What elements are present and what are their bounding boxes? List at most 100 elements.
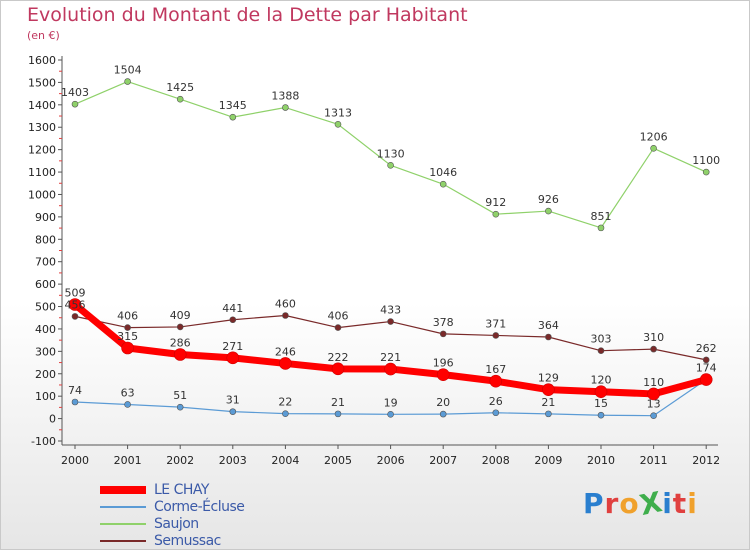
legend-label: Semussac <box>154 532 221 549</box>
data-label-le-chay: 196 <box>433 357 454 370</box>
data-point-semussac <box>229 316 237 324</box>
data-point-corme-cluse <box>334 410 342 418</box>
data-point-corme-cluse <box>650 412 657 419</box>
x-tick-label: 2003 <box>219 454 247 467</box>
y-tick-label: 700 <box>35 256 56 269</box>
x-tick-label: 2009 <box>534 454 562 467</box>
legend-item-corme-cluse: Corme-Écluse <box>100 498 245 515</box>
data-point-le-chay <box>436 368 450 381</box>
data-point-corme-cluse <box>439 410 447 418</box>
data-point-semussac <box>545 333 552 341</box>
data-point-saujon <box>650 145 657 152</box>
y-tick-label: 400 <box>35 323 56 336</box>
data-label-le-chay: 110 <box>643 376 664 389</box>
y-tick-label: 100 <box>35 390 56 403</box>
data-label-saujon: 912 <box>485 196 506 209</box>
data-point-le-chay <box>279 357 292 370</box>
y-tick-label: 300 <box>35 345 56 358</box>
legend: LE CHAY Corme-Écluse Saujon Semussac <box>100 481 245 549</box>
data-point-semussac <box>334 324 342 331</box>
y-tick-label: 1200 <box>28 144 56 157</box>
y-tick-label: 600 <box>35 278 56 291</box>
data-point-semussac <box>597 347 605 354</box>
y-tick-label: 1000 <box>28 188 56 201</box>
x-tick-label: 2001 <box>114 454 142 467</box>
data-label-semussac: 456 <box>65 298 86 311</box>
data-label-semussac: 406 <box>328 310 349 323</box>
data-point-saujon <box>439 180 447 188</box>
data-point-saujon <box>282 104 289 111</box>
data-label-corme-cluse: 26 <box>489 395 503 408</box>
x-tick-label: 2012 <box>692 454 720 467</box>
data-label-le-chay: 246 <box>275 345 296 358</box>
data-label-corme-cluse: 13 <box>647 398 661 411</box>
x-tick-label: 2007 <box>429 454 457 467</box>
legend-label: LE CHAY <box>154 481 209 498</box>
data-point-corme-cluse <box>71 398 79 406</box>
data-point-semussac <box>650 345 657 353</box>
data-point-saujon <box>492 210 500 218</box>
legend-item-le-chay: LE CHAY <box>100 481 244 498</box>
y-tick-label: 1400 <box>28 99 56 112</box>
data-label-semussac: 441 <box>222 302 243 315</box>
x-tick-label: 2004 <box>271 454 299 467</box>
x-tick-label: 2011 <box>640 454 668 467</box>
data-label-le-chay: 129 <box>538 372 559 385</box>
data-point-le-chay <box>68 298 82 311</box>
data-point-semussac <box>71 313 79 320</box>
data-label-corme-cluse: 31 <box>226 394 240 407</box>
data-point-semussac <box>282 312 289 319</box>
data-point-corme-cluse <box>545 410 552 418</box>
data-label-le-chay: 271 <box>222 340 243 353</box>
x-tick-label: 2006 <box>377 454 405 467</box>
data-label-le-chay: 221 <box>380 351 401 364</box>
data-label-le-chay: 315 <box>117 330 138 343</box>
data-label-saujon: 1403 <box>61 86 89 99</box>
data-label-corme-cluse: 63 <box>121 386 135 399</box>
data-label-semussac: 303 <box>591 333 612 346</box>
proxiti-logo: ProXiti <box>583 485 698 522</box>
data-label-saujon: 1100 <box>692 154 720 167</box>
data-point-le-chay <box>384 362 397 376</box>
data-label-corme-cluse: 74 <box>68 384 82 397</box>
data-label-corme-cluse: 20 <box>436 396 450 409</box>
y-tick-label: -100 <box>31 435 56 448</box>
y-tick-label: 1300 <box>28 121 56 134</box>
y-tick-label: 900 <box>35 211 56 224</box>
legend-item-saujon: Saujon <box>100 515 244 532</box>
data-label-corme-cluse: 51 <box>173 389 187 402</box>
data-point-le-chay <box>542 383 555 396</box>
data-label-semussac: 433 <box>380 304 401 317</box>
data-label-saujon: 1313 <box>324 106 352 119</box>
x-tick-label: 2005 <box>324 454 352 467</box>
data-point-saujon <box>71 100 79 108</box>
legend-swatch <box>100 505 146 508</box>
data-label-le-chay: 120 <box>591 374 612 387</box>
x-tick-label: 2010 <box>587 454 615 467</box>
axes: -100 0 100 200 300 400 500 600 700 800 900 1000 1100… <box>28 54 720 467</box>
data-point-semussac <box>702 356 710 364</box>
data-label-saujon: 1130 <box>377 147 405 160</box>
data-label-saujon: 1504 <box>114 64 142 77</box>
data-point-semussac <box>387 318 394 325</box>
data-point-saujon <box>702 168 710 176</box>
data-label-semussac: 262 <box>696 342 717 355</box>
data-point-semussac <box>124 324 131 331</box>
data-labels: 509 315 286 271 246 222 221 196 167 129 120 110 174 7… <box>61 64 720 411</box>
data-point-le-chay <box>331 362 345 376</box>
legend-label: Corme-Écluse <box>154 498 245 515</box>
data-label-le-chay: 509 <box>65 287 86 300</box>
data-point-corme-cluse <box>176 403 184 411</box>
data-point-le-chay <box>647 387 660 401</box>
data-label-semussac: 378 <box>433 316 454 329</box>
data-label-le-chay: 286 <box>170 336 191 349</box>
legend-item-semussac: Semussac <box>100 532 244 549</box>
data-label-semussac: 460 <box>275 297 296 310</box>
data-point-le-chay <box>173 348 187 361</box>
data-label-le-chay: 174 <box>696 362 717 375</box>
data-point-corme-cluse <box>124 401 131 408</box>
data-point-saujon <box>597 224 605 232</box>
y-tick-label: 1100 <box>28 166 56 179</box>
data-point-le-chay <box>489 374 503 388</box>
